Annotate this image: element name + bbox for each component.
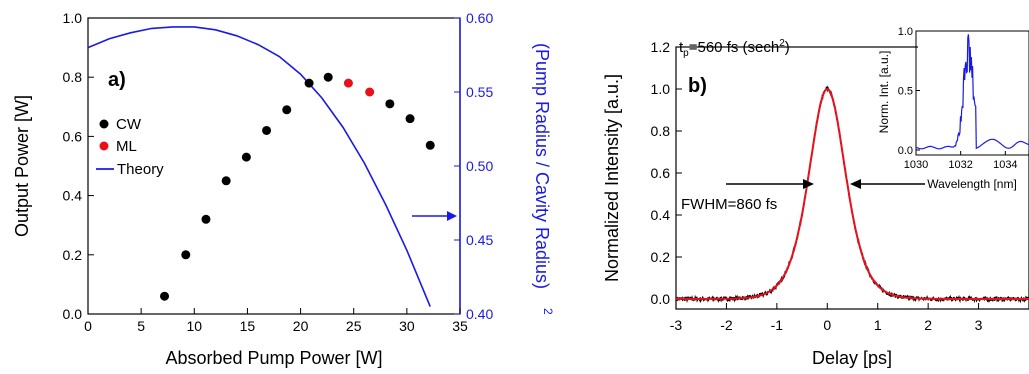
theory-curve [87, 26, 431, 307]
fwhm-arrows [726, 179, 925, 189]
x-tick-label: 2 [924, 317, 932, 333]
cw-data-point [221, 176, 231, 186]
y-tick-label: 0.8 [651, 123, 671, 139]
y2-tick-label: 0.55 [466, 84, 493, 100]
panel-b-frame [675, 46, 1029, 310]
fwhm-label: FWHM=860 fs [681, 196, 777, 213]
cw-data-point [385, 99, 395, 109]
x-tick-label: 0 [823, 317, 831, 333]
panel-a-y2-ticks: 0.40 0.45 0.50 0.55 0.60 [454, 10, 493, 322]
y-tick-label: 0.6 [63, 128, 83, 144]
cw-data-point [405, 114, 415, 124]
x-tick-label: 0 [84, 318, 92, 334]
panel-b-chart: -3 -2 -1 0 1 2 3 0.0 0.2 0.4 0.6 0.8 1.0 1.2 b) tp=5… [602, 26, 1029, 368]
y-tick-label: 1.0 [63, 10, 83, 26]
panel-a-y-ticks: 0.0 0.2 0.4 0.6 0.8 1.0 [63, 10, 94, 322]
panel-a-chart: 0 5 10 15 20 25 30 35 0.00.20.40.60.81.0 0.400.… [12, 10, 555, 368]
ml-data-point [343, 78, 353, 88]
x-tick-label: 10 [186, 318, 202, 334]
legend-cw-marker [99, 119, 109, 129]
y-tick-label: 0.4 [651, 207, 671, 223]
inset-y-tick-label: 0.5 [898, 86, 913, 98]
inset-x-tick-label: 1030 [904, 159, 928, 171]
y2-tick-label: 0.40 [466, 306, 493, 322]
inset-frame [915, 30, 1029, 156]
inset-y-ticks: 0.0 0.5 1.0 [898, 26, 920, 157]
y-tick-label: 1.0 [651, 81, 671, 97]
panel-a-y2-axis-exponent: 2 [541, 308, 555, 315]
fwhm-left-arrow-head [803, 179, 814, 189]
x-tick-label: 3 [975, 317, 983, 333]
x-tick-label: -2 [720, 317, 733, 333]
y-tick-label: 0.4 [63, 188, 83, 204]
spectrum-inset: 1030 1032 1034 0.0 0.5 1.0 Wavelength [nm] N… [877, 26, 1029, 191]
panel-a-legend: CW ML Theory [96, 116, 164, 178]
sech2-fit-curve [676, 87, 1029, 300]
cw-data-point [241, 152, 251, 162]
cw-data-point [304, 78, 314, 88]
pulse-duration-label: tp=560 fs (sech2) [679, 38, 790, 59]
cw-data-point [262, 125, 272, 135]
x-tick-label: -3 [670, 317, 683, 333]
inset-y-tick-label: 0.0 [898, 145, 913, 157]
panel-a-x-ticks: 0 5 10 15 20 25 30 35 [84, 308, 468, 334]
spectrum-trace [915, 34, 1029, 150]
fwhm-right-arrow-head [850, 179, 861, 189]
cw-data-point [160, 291, 170, 301]
panel-a-y2-axis-label: (Pump Radius / Cavity Radius) [532, 43, 552, 289]
inset-y-tick-label: 1.0 [898, 26, 913, 38]
y-tick-label: 0.6 [651, 165, 671, 181]
x-tick-label: 20 [293, 318, 309, 334]
y-tick-label: 0.0 [651, 291, 671, 307]
panel-b-x-ticks: -3 -2 -1 0 1 2 3 [670, 303, 983, 333]
y-tick-label: 0.0 [63, 306, 83, 322]
x-tick-label: 35 [452, 318, 468, 334]
x-tick-label: -1 [771, 317, 784, 333]
ml-data-point [365, 87, 375, 97]
panel-a-x-axis-label: Absorbed Pump Power [W] [165, 348, 382, 368]
inset-y-axis-label: Norm. Int. [a.u.] [877, 51, 891, 134]
inset-x-tick-label: 1034 [993, 159, 1017, 171]
cw-data-point [282, 105, 292, 115]
panel-a-points [160, 72, 435, 301]
cw-data-point [425, 140, 435, 150]
panel-b-y-ticks: 0.0 0.2 0.4 0.6 0.8 1.0 1.2 [651, 39, 682, 307]
right-axis-arrow [412, 211, 457, 221]
legend-cw-label: CW [116, 116, 142, 133]
y-tick-label: 0.2 [651, 249, 671, 265]
inset-x-axis-label: Wavelength [nm] [927, 177, 1017, 191]
x-tick-label: 30 [399, 318, 415, 334]
y-tick-label: 0.2 [63, 247, 83, 263]
cw-data-point [323, 72, 333, 82]
x-tick-label: 25 [346, 318, 362, 334]
y2-tick-label: 0.50 [466, 158, 493, 174]
y-tick-label: 0.8 [63, 69, 83, 85]
panel-a-y-axis-label: Output Power [W] [12, 95, 32, 237]
panel-b-label: b) [688, 75, 707, 97]
inset-x-ticks: 1030 1032 1034 [904, 151, 1018, 171]
panel-a-y2-axis-label-group: (Pump Radius / Cavity Radius) 2 [532, 43, 555, 315]
cw-data-point [201, 214, 211, 224]
arrow-head [447, 211, 457, 221]
panel-b-x-axis-label: Delay [ps] [812, 348, 892, 368]
panel-b-y-axis-label: Normalized Intensity [a.u.] [602, 74, 622, 282]
y-tick-label: 1.2 [651, 39, 671, 55]
x-tick-label: 15 [240, 318, 256, 334]
inset-x-tick-label: 1032 [948, 159, 972, 171]
legend-theory-label: Theory [117, 161, 164, 178]
x-tick-label: 1 [874, 317, 882, 333]
cw-data-point [181, 250, 191, 260]
legend-ml-marker [99, 141, 109, 151]
y2-tick-label: 0.60 [466, 10, 493, 26]
x-tick-label: 5 [137, 318, 145, 334]
y2-tick-label: 0.45 [466, 232, 493, 248]
legend-ml-label: ML [116, 138, 137, 155]
panel-a-label: a) [108, 69, 126, 91]
